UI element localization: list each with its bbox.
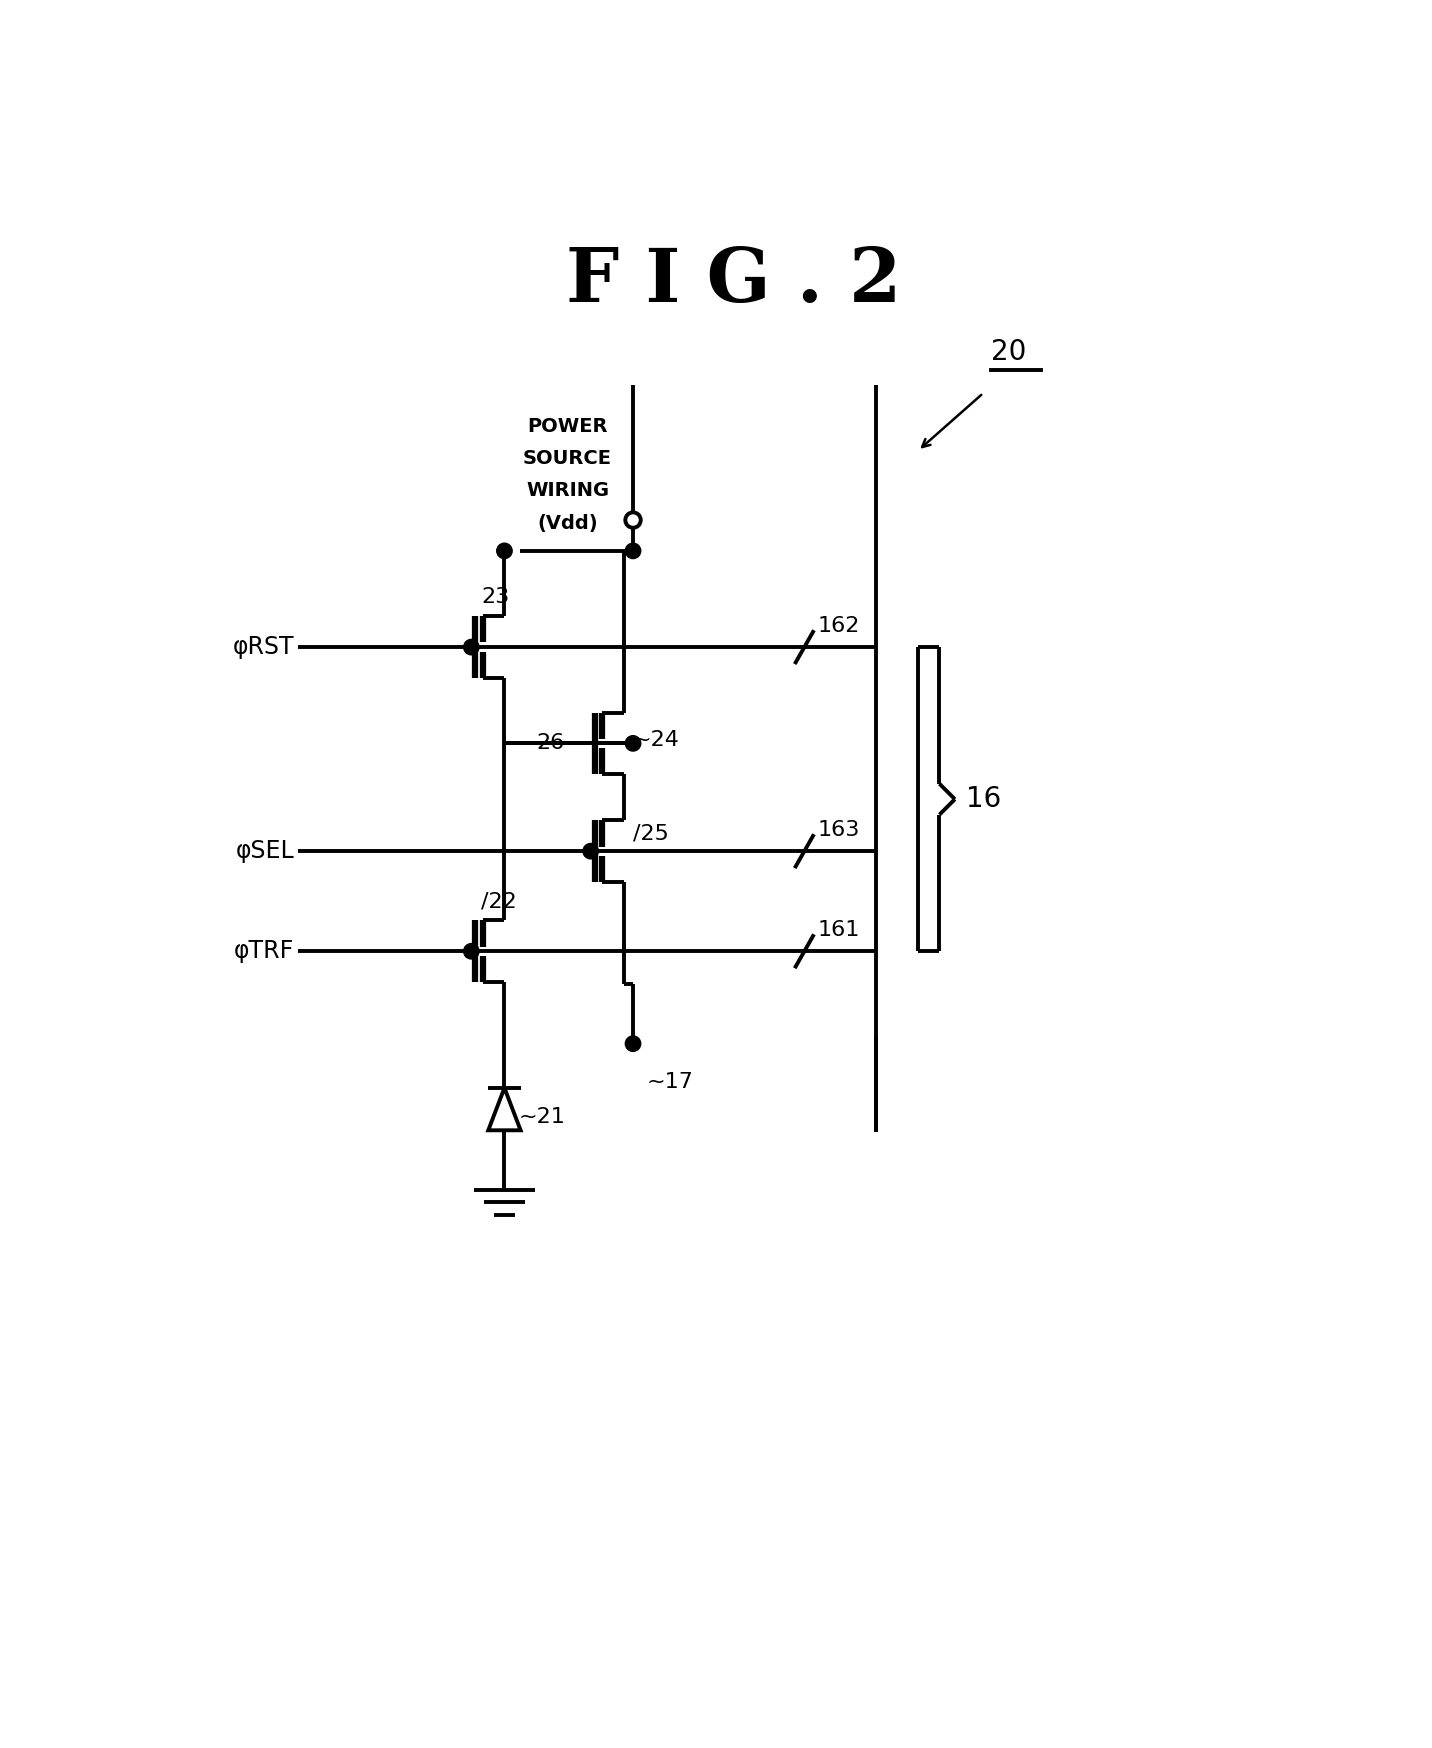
Circle shape (497, 544, 513, 559)
Text: POWER: POWER (527, 416, 607, 435)
Text: φTRF: φTRF (233, 939, 294, 963)
Text: WIRING: WIRING (526, 481, 609, 500)
Text: ~17: ~17 (647, 1072, 693, 1092)
Circle shape (464, 640, 480, 656)
Text: 162: 162 (818, 615, 861, 636)
Text: φRST: φRST (232, 635, 294, 659)
Text: 16: 16 (967, 785, 1002, 813)
Text: 161: 161 (818, 919, 861, 940)
Circle shape (626, 512, 640, 528)
Text: 163: 163 (818, 820, 861, 839)
Text: φSEL: φSEL (235, 839, 294, 864)
Text: 20: 20 (991, 337, 1027, 365)
Circle shape (583, 844, 599, 858)
Circle shape (626, 736, 640, 752)
Text: ~21: ~21 (518, 1106, 566, 1127)
Text: 26~: 26~ (536, 734, 583, 753)
Text: /25: /25 (633, 823, 669, 844)
Text: F I G . 2: F I G . 2 (566, 245, 902, 318)
Text: /22: /22 (481, 891, 517, 911)
Circle shape (626, 1037, 640, 1051)
Text: ~24: ~24 (633, 729, 680, 750)
Circle shape (464, 944, 480, 960)
Circle shape (626, 544, 640, 559)
Text: (Vdd): (Vdd) (537, 514, 599, 533)
Text: SOURCE: SOURCE (523, 449, 611, 468)
Text: 23: 23 (481, 587, 510, 607)
